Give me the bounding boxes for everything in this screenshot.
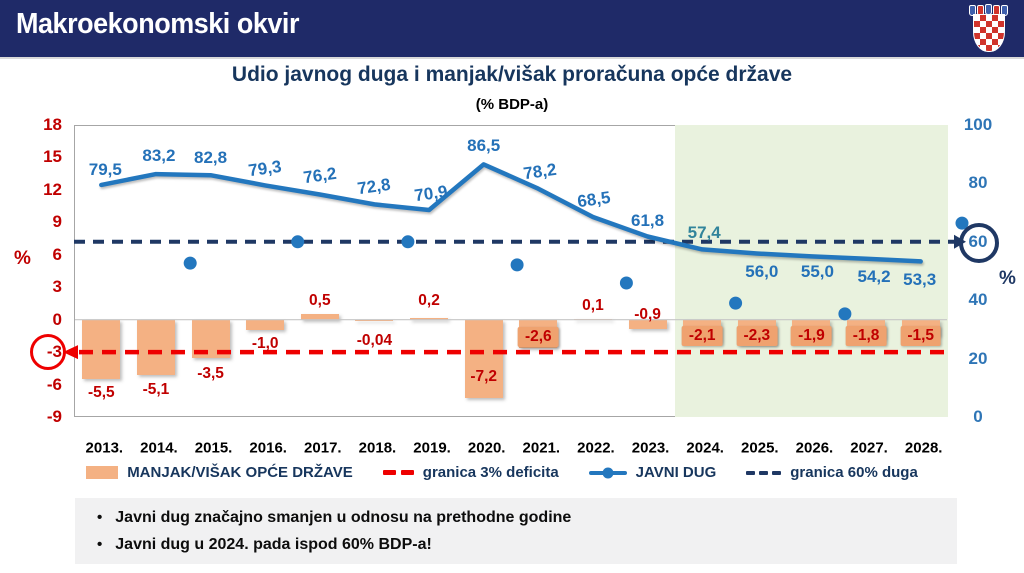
croatia-coat-of-arms-icon	[968, 4, 1008, 52]
line-label-2023.: 61,8	[631, 210, 665, 230]
line-label-2020.: 86,5	[467, 136, 501, 156]
line-label-2025.: 56,0	[745, 262, 779, 282]
bar-2017.	[300, 314, 339, 320]
bar-2016.	[246, 319, 285, 331]
line-label-2026.: 55,0	[800, 262, 834, 282]
bar-label-2024.: -2,1	[681, 326, 723, 346]
deficit-limit-circle	[30, 334, 66, 371]
line-label-2015.: 82,8	[194, 148, 228, 168]
line-label-2024.: 57,4	[687, 223, 721, 243]
chart-subtitle: (% BDP-a)	[475, 96, 549, 113]
x-axis-label: 2026.	[795, 439, 834, 457]
bar-swatch-icon	[86, 466, 119, 479]
bar-2014.	[136, 319, 175, 375]
bar-label-2028.: -1,5	[900, 326, 942, 346]
legend-label: granica 3% deficita	[422, 464, 559, 481]
right-axis-tick: 40	[968, 290, 988, 310]
line-label-2013.: 79,5	[88, 159, 122, 179]
left-axis-tick: 12	[43, 179, 62, 199]
x-axis-label: 2015.	[194, 439, 233, 457]
bar-label-2025.: -2,3	[736, 326, 778, 346]
bar-2015.	[191, 319, 230, 358]
bar-label-2027.: -1,8	[845, 326, 887, 346]
legend-item-public-debt: JAVNI DUG	[588, 464, 717, 481]
debt-limit-circle	[959, 222, 999, 263]
bar-label-2014.: -5,1	[142, 381, 170, 398]
bar-2013.	[82, 319, 121, 380]
line-label-2021.: 78,2	[522, 159, 558, 183]
left-axis-tick: 15	[43, 147, 62, 167]
left-axis-tick: 3	[52, 277, 62, 297]
left-axis-tick: -6	[46, 374, 62, 394]
x-axis-label: 2018.	[358, 439, 397, 457]
x-axis-label: 2028.	[904, 439, 943, 457]
line-label-2027.: 54,2	[857, 266, 891, 286]
legend-label: MANJAK/VIŠAK OPĆE DRŽAVE	[127, 464, 353, 481]
bar-2020.	[464, 319, 503, 398]
legend-item-debt-limit: granica 60% duga	[746, 464, 918, 481]
coat-of-arms-shield	[973, 14, 1005, 52]
x-axis-label: 2021.	[522, 439, 561, 457]
x-axis-label: 2013.	[85, 439, 124, 457]
bar-label-2017.: 0,5	[309, 292, 331, 309]
x-axis-label: 2025.	[741, 439, 779, 457]
left-axis-tick: 6	[52, 244, 62, 264]
note-text: Javni dug značajno smanjen u odnosu na p…	[115, 508, 572, 526]
left-axis-tick: 18	[43, 115, 62, 134]
line-label-2028.: 53,3	[903, 270, 937, 290]
chart-title: Udio javnog duga i manjak/višak proračun…	[231, 63, 793, 86]
bar-2018.	[355, 319, 394, 321]
line-label-2014.: 83,2	[142, 146, 176, 166]
left-axis-tick: 9	[52, 212, 62, 232]
bar-label-2026.: -1,9	[791, 326, 832, 346]
x-axis-label: 2017.	[304, 439, 342, 457]
x-axis-label: 2024.	[686, 439, 724, 457]
note-item: • Javni dug u 2024. pada ispod 60% BDP-a…	[97, 536, 957, 554]
legend-item-deficit-limit: granica 3% deficita	[382, 464, 559, 481]
bar-label-2022.: 0,1	[582, 297, 604, 314]
bar-label-2018.: -0,04	[356, 332, 393, 349]
left-axis-tick: 0	[52, 309, 62, 329]
chart-legend: MANJAK/VIŠAK OPĆE DRŽAVE granica 3% defi…	[0, 464, 1004, 481]
bar-2022.	[573, 318, 612, 320]
bar-2023.	[628, 319, 667, 330]
left-axis-tick: -9	[46, 407, 62, 426]
right-axis-unit-label: %	[999, 268, 1016, 289]
x-axis-label: 2020.	[467, 439, 506, 457]
x-axis-label: 2016.	[249, 439, 287, 457]
bar-label-2016.: -1,0	[251, 335, 279, 352]
bullet-icon: •	[97, 535, 103, 553]
right-axis-tick: 100	[963, 115, 993, 134]
x-axis-label: 2014.	[140, 439, 178, 457]
x-axis-label: 2023.	[631, 439, 670, 457]
bar-label-2021.: -2,6	[517, 327, 559, 347]
navy-dashes-icon	[746, 470, 782, 475]
right-axis-tick: 80	[968, 173, 988, 193]
x-axis-label: 2027.	[850, 439, 888, 457]
red-dashes-icon	[382, 470, 414, 475]
header-bar: Makroekonomski okvir	[0, 0, 1024, 59]
blue-line-dot-icon	[588, 467, 627, 478]
bullet-icon: •	[97, 508, 103, 526]
legend-item-deficit: MANJAK/VIŠAK OPĆE DRŽAVE	[86, 464, 353, 481]
bar-label-2015.: -3,5	[197, 365, 224, 382]
x-axis-label: 2022.	[577, 439, 615, 457]
right-axis-tick: 0	[973, 407, 983, 426]
legend-label: granica 60% duga	[790, 464, 918, 481]
left-axis-unit-label: %	[14, 248, 31, 269]
bar-label-2013.: -5,5	[87, 384, 115, 401]
x-axis-label: 2019.	[413, 439, 451, 457]
legend-label: JAVNI DUG	[635, 464, 717, 481]
right-axis-tick: 20	[968, 348, 988, 368]
bar-label-2019.: 0,2	[418, 292, 440, 309]
notes-panel: • Javni dug značajno smanjen u odnosu na…	[75, 498, 957, 564]
note-text: Javni dug u 2024. pada ispod 60% BDP-a!	[115, 535, 432, 553]
bar-label-2023.: -0,9	[634, 306, 661, 323]
page-title: Makroekonomski okvir	[16, 8, 299, 40]
bar-2019.	[410, 317, 449, 320]
bar-label-2020.: -7,2	[470, 368, 498, 385]
note-item: • Javni dug značajno smanjen u odnosu na…	[97, 509, 957, 527]
